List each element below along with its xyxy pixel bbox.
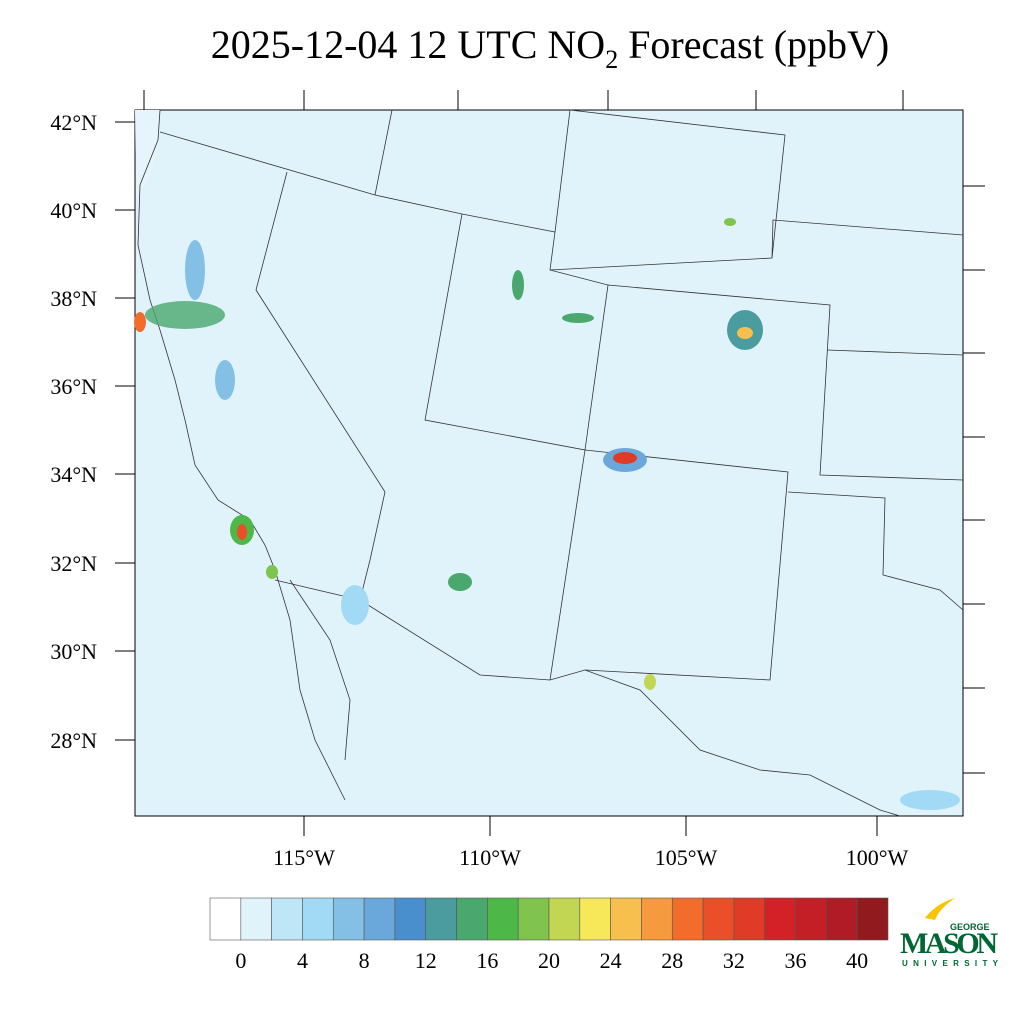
title-rest: Forecast (ppbV) [618,22,889,67]
lat-label: 42°N [50,110,97,135]
colorbar-box [240,897,272,941]
colorbar-box [209,897,242,941]
lat-labels: 42°N 40°N 38°N 36°N 34°N 32°N 30°N 28°N [50,110,97,753]
logo: GEORGE MASON UNIVERSITY [900,898,999,968]
logo-bottom: UNIVERSITY [902,959,999,968]
lon-labels: 115°W 110°W 105°W 100°W [273,845,908,870]
colorbar-box [394,897,427,941]
lon-label: 100°W [846,845,909,870]
colorbar-tick-label: 16 [476,948,498,973]
colorbar-box [826,897,858,941]
colorbar-box [548,897,581,941]
colorbar-box [764,897,796,941]
colorbar-box [517,897,550,941]
lat-label: 32°N [50,551,97,576]
colorbar-tick-label: 24 [600,948,622,973]
colorbar-box [425,897,457,941]
colorbar-box [856,897,889,941]
lon-label: 110°W [459,845,521,870]
colorbar-tick-label: 32 [723,948,745,973]
colorbar-tick-label: 28 [661,948,683,973]
lat-label: 40°N [50,198,97,223]
ocean [135,110,160,200]
map-frame [134,109,964,817]
lat-label: 30°N [50,639,97,664]
colorbar-box [579,897,611,941]
frame-ticks [115,90,985,836]
lon-label: 105°W [655,845,718,870]
colorbar-box [487,897,519,941]
colorbar-box [641,897,673,941]
plumes [134,218,960,810]
boundaries [137,109,964,817]
colorbar-tick-label: 8 [359,948,370,973]
title-subscript: 2 [605,45,618,74]
logo-top: GEORGE [950,922,990,932]
lat-label: 36°N [50,374,97,399]
colorbar-box [733,897,766,941]
colorbar-tick-label: 20 [538,948,560,973]
colorbar-box [702,897,735,941]
colorbar-box [671,897,704,941]
colorbar-box [610,897,642,941]
colorbar-tick-label: 4 [297,948,308,973]
colorbar-box [363,897,396,941]
colorbar-box [795,897,827,941]
colorbar-box [456,897,488,941]
colorbar-tick-label: 12 [415,948,437,973]
title: 2025-12-04 12 UTC NO2 Forecast (ppbV) [211,22,889,74]
colorbar-box [271,897,303,941]
colorbar-tick-label: 0 [235,948,246,973]
lat-label: 38°N [50,286,97,311]
lon-label: 115°W [273,845,335,870]
lat-label: 28°N [50,728,97,753]
colorbar: 0 4 8 12 16 20 24 28 32 36 40 [209,897,889,973]
logo-middle: MASON [900,927,998,960]
colorbar-tick-label: 36 [785,948,807,973]
colorbar-tick-label: 40 [846,948,868,973]
map-area [115,90,985,836]
colorbar-box [332,897,365,941]
lat-label: 34°N [50,462,97,487]
title-main: 2025-12-04 12 UTC NO [211,22,605,67]
colorbar-box [302,897,334,941]
